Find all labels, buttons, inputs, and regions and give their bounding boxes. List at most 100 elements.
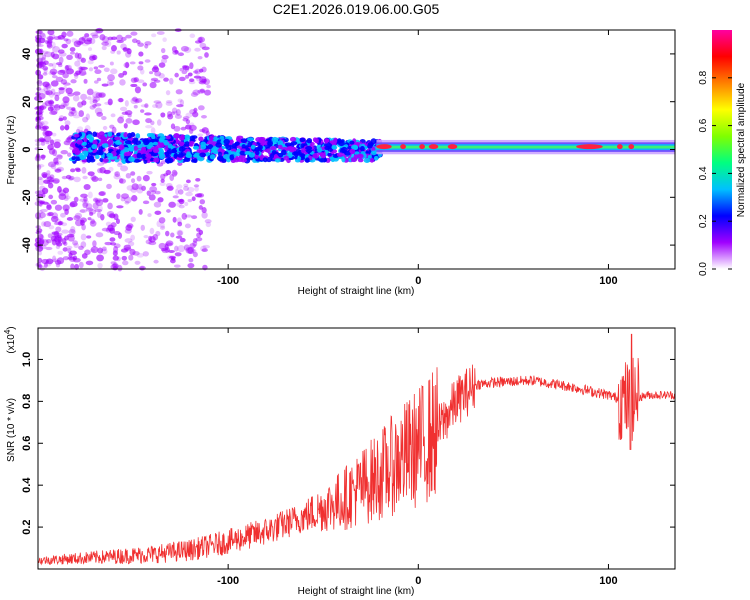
spectrogram-noise-dot: [89, 98, 95, 105]
spectrogram-noise-dot: [39, 32, 46, 40]
spectrogram-noise-dot: [73, 72, 79, 77]
spectrogram-noise-dot: [92, 99, 98, 104]
spectrogram-noise-dot: [158, 217, 166, 224]
spectrogram-band-dot: [79, 155, 87, 160]
spectrogram-noise-dot: [54, 179, 60, 184]
spectrogram-noise-dot: [182, 116, 190, 120]
spectrogram-noise-dot: [188, 80, 196, 85]
spectrogram-noise-dot: [62, 187, 70, 194]
spectrogram-noise-dot: [45, 238, 52, 244]
spectrogram-noise-dot: [130, 171, 136, 176]
spectrogram-noise-dot: [100, 214, 105, 221]
spectrogram-band-dot: [217, 151, 223, 157]
spectrogram-noise-dot: [41, 258, 50, 265]
spectrogram-noise-dot: [166, 209, 171, 213]
spectrogram-noise-dot: [54, 94, 60, 102]
spectrogram-noise-dot: [126, 185, 134, 191]
spectrogram-noise-dot: [151, 182, 157, 187]
spectrogram-noise-dot: [48, 99, 54, 107]
spectrogram-band-dot: [211, 147, 216, 152]
spectrogram-marks: [34, 27, 675, 272]
spectrogram-noise-dot: [50, 108, 58, 115]
spectrogram-band-dot: [198, 136, 204, 142]
spectrogram-band-dot: [196, 156, 202, 161]
spectrogram-noise-dot: [44, 51, 53, 58]
spectrogram-noise-dot: [59, 69, 67, 73]
spectrogram-noise-dot: [97, 262, 103, 269]
spectrogram-noise-dot: [173, 171, 178, 176]
spectrogram-noise-dot: [177, 52, 185, 57]
spectrogram-noise-dot: [58, 220, 64, 226]
spectrogram-noise-dot: [156, 119, 162, 126]
colorbar: 0.0 0.2 0.4 0.6 0.8 Normalized spectral ampl…: [698, 30, 747, 276]
spectrogram-noise-dot: [94, 208, 103, 213]
spectrogram-noise-dot: [185, 191, 193, 197]
spectrogram-noise-dot: [122, 260, 129, 266]
spectrogram-noise-dot: [129, 61, 136, 65]
snr-ytick-label: 1.0: [21, 352, 33, 367]
spectrogram-band-dot: [349, 148, 356, 155]
spectrogram-band-dot: [193, 158, 198, 164]
spectrogram-noise-dot: [64, 124, 70, 131]
spectrogram-noise-dot: [160, 47, 166, 54]
spectrogram-noise-dot: [168, 201, 177, 208]
spectrogram-noise-dot: [167, 255, 174, 260]
spectrogram-noise-dot: [182, 65, 188, 69]
spectrogram-xtick-label: 100: [599, 275, 617, 287]
spectrogram-hotspot: [447, 144, 458, 150]
spectrogram-noise-dot: [159, 225, 166, 230]
spectrogram-noise-dot: [153, 100, 162, 104]
spectrogram-noise-dot: [37, 245, 44, 252]
spectrogram-noise-dot: [154, 190, 161, 195]
spectrogram-noise-dot: [197, 56, 203, 60]
spectrogram-noise-dot: [185, 112, 193, 118]
spectrogram-noise-dot: [42, 125, 47, 132]
spectrogram-band-dot: [289, 136, 297, 142]
spectrogram-noise-dot: [53, 91, 61, 97]
spectrogram-band-dot: [367, 143, 373, 149]
spectrogram-noise-dot: [86, 96, 92, 100]
spectrogram-noise-dot: [146, 190, 151, 196]
spectrogram-noise-dot: [47, 29, 55, 36]
spectrogram-noise-dot: [64, 64, 69, 71]
spectrogram-noise-dot: [90, 218, 96, 225]
spectrogram-noise-dot: [63, 197, 69, 202]
spectrogram-noise-dot: [51, 41, 56, 49]
spectrogram-noise-dot: [117, 264, 123, 272]
spectrogram-noise-dot: [174, 72, 179, 78]
spectrogram-noise-dot: [127, 113, 132, 118]
spectrogram-noise-dot: [64, 195, 71, 200]
spectrogram-noise-dot: [140, 224, 145, 231]
spectrogram-noise-dot: [101, 115, 107, 121]
spectrogram-noise-dot: [187, 72, 193, 77]
spectrogram-noise-dot: [56, 257, 65, 265]
spectrogram-noise-dot: [119, 178, 127, 184]
spectrogram-noise-dot: [74, 212, 83, 219]
spectrogram-noise-dot: [110, 261, 116, 265]
spectrogram-noise-dot: [165, 101, 173, 106]
spectrogram-noise-dot: [53, 141, 61, 149]
spectrogram-noise-dot: [63, 140, 71, 146]
spectrogram-band-dot: [324, 138, 330, 143]
spectrogram-noise-dot: [131, 195, 138, 202]
spectrogram-band-dot: [124, 140, 132, 145]
spectrogram-noise-dot: [44, 100, 53, 107]
spectrogram-noise-dot: [118, 97, 124, 103]
spectrogram-noise-dot: [57, 186, 62, 193]
spectrogram-noise-dot: [69, 201, 78, 208]
spectrogram-noise-dot: [63, 241, 68, 246]
spectrogram-noise-dot: [198, 205, 203, 210]
spectrogram-band-dot: [86, 155, 93, 160]
spectrogram-noise-dot: [45, 83, 52, 91]
spectrogram-noise-dot: [50, 88, 56, 96]
spectrogram-noise-dot: [82, 43, 89, 47]
snr-xlabel: Height of straight line (km): [298, 586, 415, 597]
spectrogram-band-dot: [223, 138, 230, 145]
snr-ytick-label: 0.4: [21, 477, 33, 493]
spectrogram-noise-dot: [206, 84, 211, 89]
spectrogram-noise-dot: [46, 204, 52, 211]
spectrogram-band-dot: [232, 157, 240, 163]
spectrogram-noise-dot: [41, 192, 46, 198]
spectrogram-noise-dot: [67, 152, 72, 157]
spectrogram-noise-dot: [100, 248, 108, 255]
